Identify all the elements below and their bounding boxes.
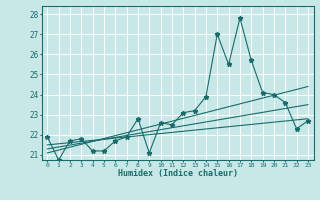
X-axis label: Humidex (Indice chaleur): Humidex (Indice chaleur) <box>118 169 237 178</box>
